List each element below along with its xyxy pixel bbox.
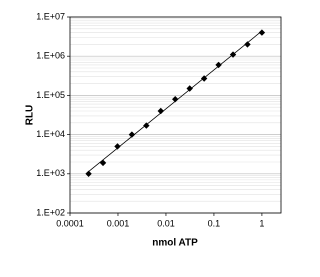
data-point	[172, 95, 179, 103]
data-point	[128, 131, 136, 138]
y-tick-label: 1.E+07	[36, 11, 65, 21]
data-point	[114, 143, 121, 150]
x-tick-label: 0.01	[157, 218, 175, 228]
y-tick-label: 1.E+04	[36, 129, 65, 139]
data-point	[244, 41, 251, 48]
y-axis-title: RLU	[25, 105, 36, 126]
data-point	[85, 170, 92, 177]
y-tick-label: 1.E+06	[36, 51, 65, 61]
data-point	[143, 122, 150, 129]
data-point	[200, 75, 208, 82]
x-tick-label: 0.0001	[56, 218, 84, 228]
y-tick-label: 1.E+05	[36, 90, 65, 100]
data-point	[157, 107, 164, 115]
x-tick-label: 0.001	[107, 218, 130, 228]
y-tick-label: 1.E+03	[36, 168, 65, 178]
x-tick-label: 0.1	[208, 218, 221, 228]
data-point	[186, 85, 193, 92]
data-point	[229, 51, 237, 58]
data-point	[99, 159, 107, 167]
x-tick-label: 1	[259, 218, 264, 228]
data-point	[258, 29, 266, 36]
data-point	[215, 61, 222, 69]
x-axis-title: nmol ATP	[152, 238, 198, 249]
plot-frame	[69, 16, 282, 214]
y-tick-label: 1.E+02	[36, 207, 65, 217]
chart: nmol ATP RLU 1.E+02 1.E+03 1.E+04 1.E+05 1.E…	[24, 11, 282, 249]
